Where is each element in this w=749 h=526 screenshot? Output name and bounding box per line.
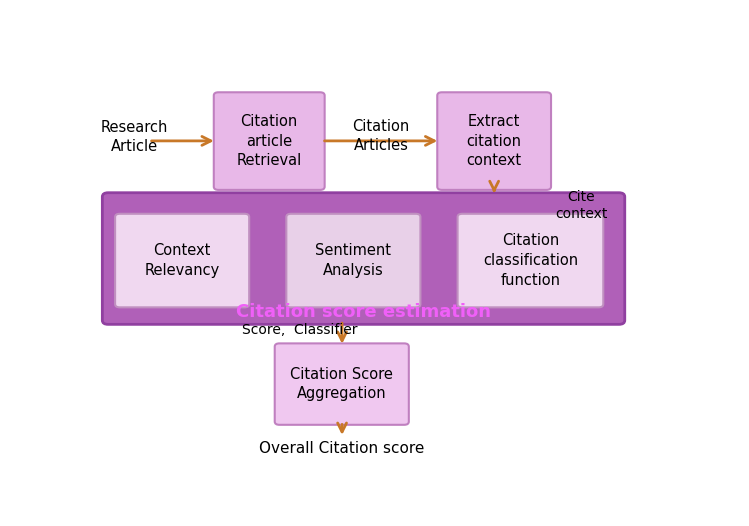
FancyBboxPatch shape: [275, 343, 409, 425]
FancyBboxPatch shape: [437, 92, 551, 190]
Text: Cite
context: Cite context: [555, 190, 607, 221]
FancyBboxPatch shape: [286, 214, 420, 307]
Text: Overall Citation score: Overall Citation score: [259, 441, 425, 456]
Text: Score,  Classifier: Score, Classifier: [242, 323, 357, 338]
Text: Citation
article
Retrieval: Citation article Retrieval: [237, 114, 302, 168]
Text: Research
Article: Research Article: [100, 120, 168, 154]
FancyBboxPatch shape: [213, 92, 324, 190]
Text: Citation
classification
function: Citation classification function: [483, 233, 578, 288]
FancyBboxPatch shape: [103, 193, 625, 325]
Text: Context
Relevancy: Context Relevancy: [145, 243, 219, 278]
Text: Citation
Articles: Citation Articles: [352, 119, 410, 153]
FancyBboxPatch shape: [458, 214, 603, 307]
Text: Extract
citation
context: Extract citation context: [467, 114, 522, 168]
Text: Citation score estimation: Citation score estimation: [236, 303, 491, 321]
Text: Citation Score
Aggregation: Citation Score Aggregation: [291, 367, 393, 401]
Text: Sentiment
Analysis: Sentiment Analysis: [315, 243, 392, 278]
FancyBboxPatch shape: [115, 214, 249, 307]
